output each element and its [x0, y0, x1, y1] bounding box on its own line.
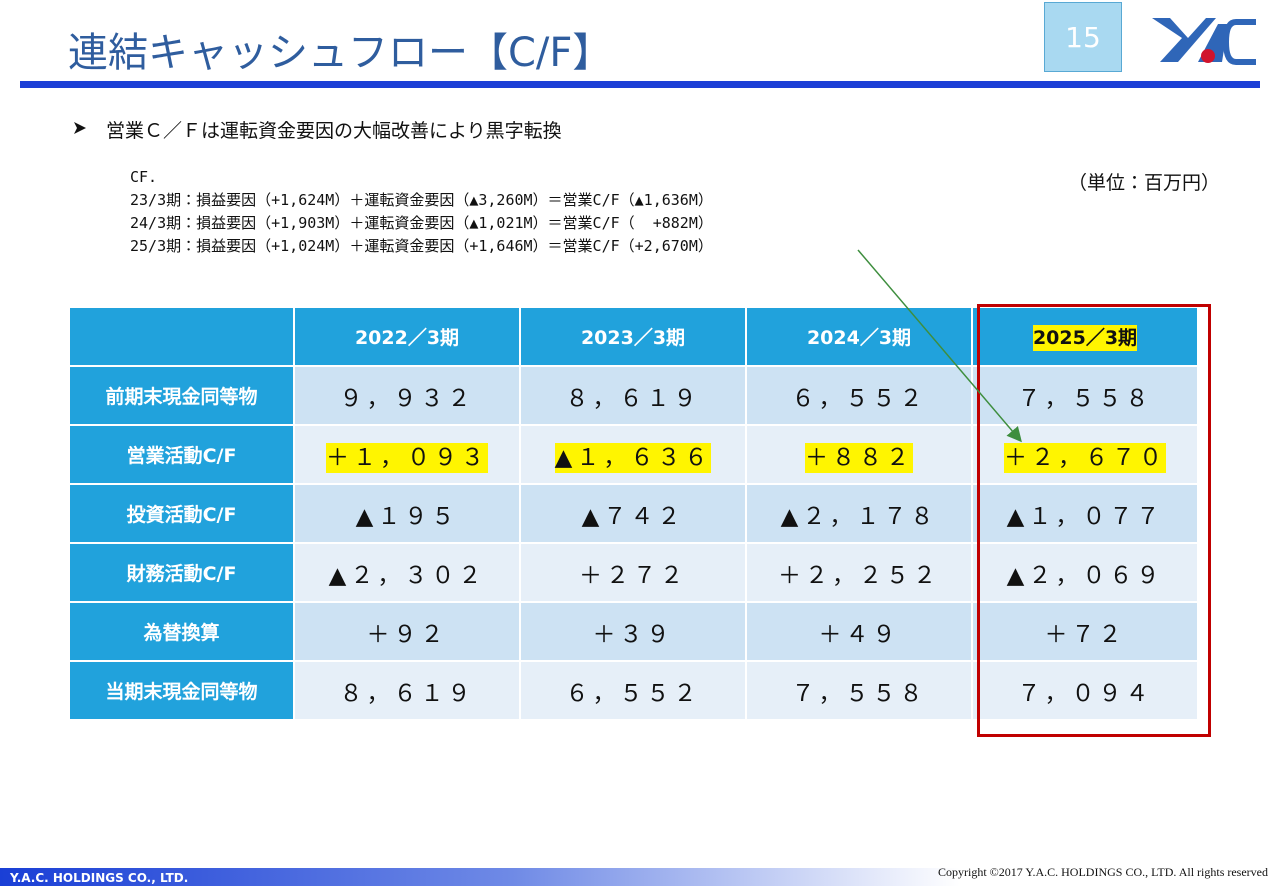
column-header: 2022／3期: [293, 306, 521, 367]
row-label-cell: 営業活動C/F: [68, 424, 295, 485]
value-cell: ＋２７２: [519, 542, 747, 603]
cell-value: ▲２，３０２: [328, 562, 486, 589]
row-label: 投資活動C/F: [126, 504, 237, 526]
row-label: 前期末現金同等物: [105, 386, 258, 408]
row-label-cell: 当期末現金同等物: [68, 660, 295, 721]
row-label-cell: 為替換算: [68, 601, 295, 662]
logo: [1152, 18, 1256, 65]
row-label: 当期末現金同等物: [105, 681, 258, 703]
value-cell: ▲１，０７７: [971, 483, 1199, 544]
column-header: 2023／3期: [519, 306, 747, 367]
bullet-mark: [74, 122, 86, 134]
value-cell: ＋９２: [293, 601, 521, 662]
note-line: 23/3期：損益要因（+1,624M）＋運転資金要因（▲3,260M）＝営業C/…: [130, 191, 713, 209]
cell-value: ▲１，０７７: [1006, 503, 1164, 530]
cell-value: ７，５５８: [791, 680, 927, 707]
cell-value: ▲２，１７８: [780, 503, 938, 530]
cell-value: ＋２，２５２: [778, 562, 940, 589]
row-label: 財務活動C/F: [126, 563, 237, 585]
value-cell: ＋１，０９３: [293, 424, 521, 485]
cell-value: ７，５５８: [1017, 385, 1153, 412]
cell-value: ＋９２: [366, 621, 448, 648]
cell-value: ６，５５２: [791, 385, 927, 412]
cell-value: ８，６１９: [565, 385, 701, 412]
column-header-text: 2022／3期: [354, 327, 460, 349]
bullet-text: 営業Ｃ／Ｆは運転資金要因の大幅改善により黒字転換: [106, 120, 562, 142]
row-label-cell: 前期末現金同等物: [68, 365, 295, 426]
value-cell: ▲２，１７８: [745, 483, 973, 544]
column-header: 2024／3期: [745, 306, 973, 367]
cell-value: ＋１，０９３: [326, 442, 488, 473]
cell-value: ＋４９: [818, 621, 900, 648]
value-cell: ＋２，２５２: [745, 542, 973, 603]
value-cell: ＋４９: [745, 601, 973, 662]
cell-value: ９，９３２: [339, 385, 475, 412]
cell-value: ＋８８２: [805, 442, 913, 473]
value-cell: ＋７２: [971, 601, 1199, 662]
value-cell: ＋８８２: [745, 424, 973, 485]
value-cell: ７，０９４: [971, 660, 1199, 721]
note-line: 24/3期：損益要因（+1,903M）＋運転資金要因（▲1,021M）＝営業C/…: [130, 214, 713, 232]
cell-value: ▲７４２: [581, 503, 685, 530]
note: CF. 23/3期：損益要因（+1,624M）＋運転資金要因（▲3,260M）＝営…: [130, 166, 713, 258]
title-rule: [20, 81, 1260, 88]
cell-value: ▲２，０６９: [1006, 562, 1164, 589]
cell-value: ８，６１９: [339, 680, 475, 707]
footer-company: Y.A.C. HOLDINGS CO., LTD.: [10, 871, 189, 885]
cell-value: ＋２，６７０: [1004, 442, 1166, 473]
row-label: 営業活動C/F: [126, 445, 237, 467]
slide-title: 連結キャッシュフロー【C/F】: [68, 30, 613, 76]
cell-value: ▲１９５: [355, 503, 459, 530]
cell-value: ６，５５２: [565, 680, 701, 707]
table-row: 投資活動C/F ▲１９５ ▲７４２ ▲２，１７８ ▲１，０７７: [68, 483, 1199, 544]
value-cell: ▲１，６３６: [519, 424, 747, 485]
copyright: Copyright ©2017 Y.A.C. HOLDINGS CO., LTD…: [938, 865, 1268, 879]
cf-table: 2022／3期 2023／3期 2024／3期 2025／3期前期末現金同等物 ９，９３…: [68, 306, 1199, 721]
value-cell: ６，５５２: [745, 365, 973, 426]
column-header-text: 2024／3期: [806, 327, 912, 349]
value-cell: ▲２，０６９: [971, 542, 1199, 603]
cell-value: ＋２７２: [579, 562, 687, 589]
row-label-cell: 投資活動C/F: [68, 483, 295, 544]
row-label: 為替換算: [143, 622, 220, 644]
cell-value: ＋３９: [592, 621, 674, 648]
value-cell: ７，５５８: [745, 660, 973, 721]
value-cell: ▲７４２: [519, 483, 747, 544]
column-header-text: 2023／3期: [580, 327, 686, 349]
table-row: 当期末現金同等物 ８，６１９ ６，５５２ ７，５５８ ７，０９４: [68, 660, 1199, 721]
highlight-box: [977, 304, 1211, 737]
corner-cell: [68, 306, 295, 367]
row-label-cell: 財務活動C/F: [68, 542, 295, 603]
value-cell: ８，６１９: [519, 365, 747, 426]
table-row: 財務活動C/F ▲２，３０２ ＋２７２ ＋２，２５２ ▲２，０６９: [68, 542, 1199, 603]
table-row: 為替換算 ＋９２ ＋３９ ＋４９ ＋７２: [68, 601, 1199, 662]
note-line: 25/3期：損益要因（+1,024M）＋運転資金要因（+1,646M）＝営業C/…: [130, 237, 713, 255]
value-cell: ＋３９: [519, 601, 747, 662]
value-cell: ６，５５２: [519, 660, 747, 721]
column-header-text: 2025／3期: [1032, 325, 1138, 351]
cell-value: ▲１，６３６: [554, 442, 712, 473]
page-number: 15: [1044, 2, 1122, 72]
note-line: CF.: [130, 168, 158, 186]
unit-label: （単位：百万円）: [1067, 172, 1220, 194]
value-cell: ８，６１９: [293, 660, 521, 721]
cell-value: ＋７２: [1044, 621, 1126, 648]
value-cell: ９，９３２: [293, 365, 521, 426]
footer-band: [0, 868, 1280, 886]
value-cell: ▲２，３０２: [293, 542, 521, 603]
value-cell: ▲１９５: [293, 483, 521, 544]
cell-value: ７，０９４: [1017, 680, 1153, 707]
